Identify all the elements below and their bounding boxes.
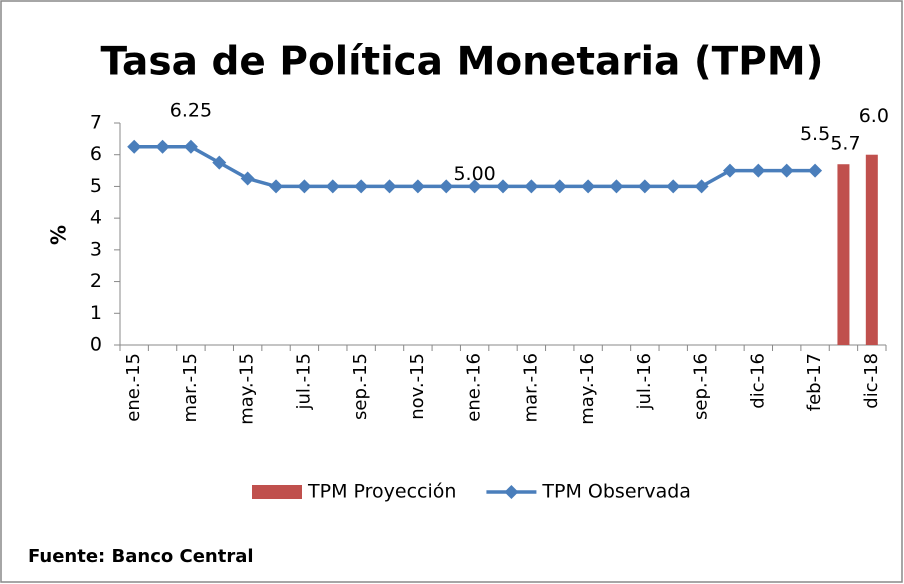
bar: [837, 164, 850, 345]
marker: [155, 139, 170, 154]
x-tick-label: may.-15: [237, 353, 258, 425]
source: Fuente: Banco Central: [28, 546, 254, 567]
marker: [581, 179, 596, 194]
y-tick-label: 1: [90, 302, 102, 324]
marker: [694, 179, 709, 194]
x-tick-label: ene.-15: [123, 353, 144, 422]
marker: [666, 179, 681, 194]
x-tick-label: dic-16: [747, 353, 768, 409]
x-tick-label: mar.-16: [520, 353, 541, 422]
marker: [751, 163, 766, 178]
marker: [127, 139, 142, 154]
marker: [410, 179, 425, 194]
y-tick-label: 0: [90, 334, 102, 356]
marker: [496, 179, 510, 194]
y-tick-label: 2: [90, 270, 102, 292]
legend-swatch: [504, 485, 519, 499]
x-tick-label: jul.-15: [293, 353, 314, 411]
legend-swatch: [252, 485, 302, 499]
marker: [382, 179, 397, 194]
chart-title: Tasa de Política Monetaria (TPM): [100, 40, 823, 85]
marker: [439, 179, 454, 194]
marker: [552, 179, 567, 194]
y-tick-label: 3: [90, 238, 102, 260]
x-tick-label: mar.-15: [180, 353, 201, 422]
data-label: 6.25: [170, 99, 212, 121]
data-label: 5.00: [453, 163, 495, 185]
marker: [325, 179, 340, 194]
marker: [297, 179, 312, 194]
bar: [865, 154, 878, 345]
x-tick-label: sep.-16: [691, 353, 712, 420]
marker: [467, 179, 482, 194]
marker: [524, 179, 539, 194]
x-tick-label: feb-17: [804, 353, 825, 411]
marker: [269, 179, 284, 194]
marker: [808, 163, 823, 178]
x-tick-label: nov.-15: [407, 353, 428, 420]
marker: [240, 171, 255, 186]
y-tick-label: 7: [90, 112, 102, 134]
x-tick-label: may.-16: [577, 353, 598, 425]
marker: [722, 163, 737, 178]
x-tick-label: dic-18: [861, 353, 882, 409]
marker: [183, 139, 198, 154]
marker: [354, 179, 369, 194]
marker: [779, 163, 794, 178]
y-tick-label: 6: [90, 143, 102, 165]
data-label: 6.0: [859, 105, 889, 127]
x-tick-label: jul.-16: [634, 353, 655, 411]
marker: [637, 179, 652, 194]
y-tick-label: 4: [90, 207, 102, 229]
marker: [609, 179, 624, 194]
legend-label: TPM Proyección: [307, 481, 456, 503]
data-label: 5.5: [800, 123, 830, 145]
y-axis-label: %: [47, 225, 71, 245]
x-tick-label: ene.-16: [464, 353, 485, 422]
legend-label: TPM Observada: [541, 481, 691, 503]
data-label: 5.7: [830, 133, 860, 155]
x-tick-label: sep.-15: [350, 353, 371, 420]
marker: [212, 155, 227, 170]
y-tick-label: 5: [90, 175, 102, 197]
